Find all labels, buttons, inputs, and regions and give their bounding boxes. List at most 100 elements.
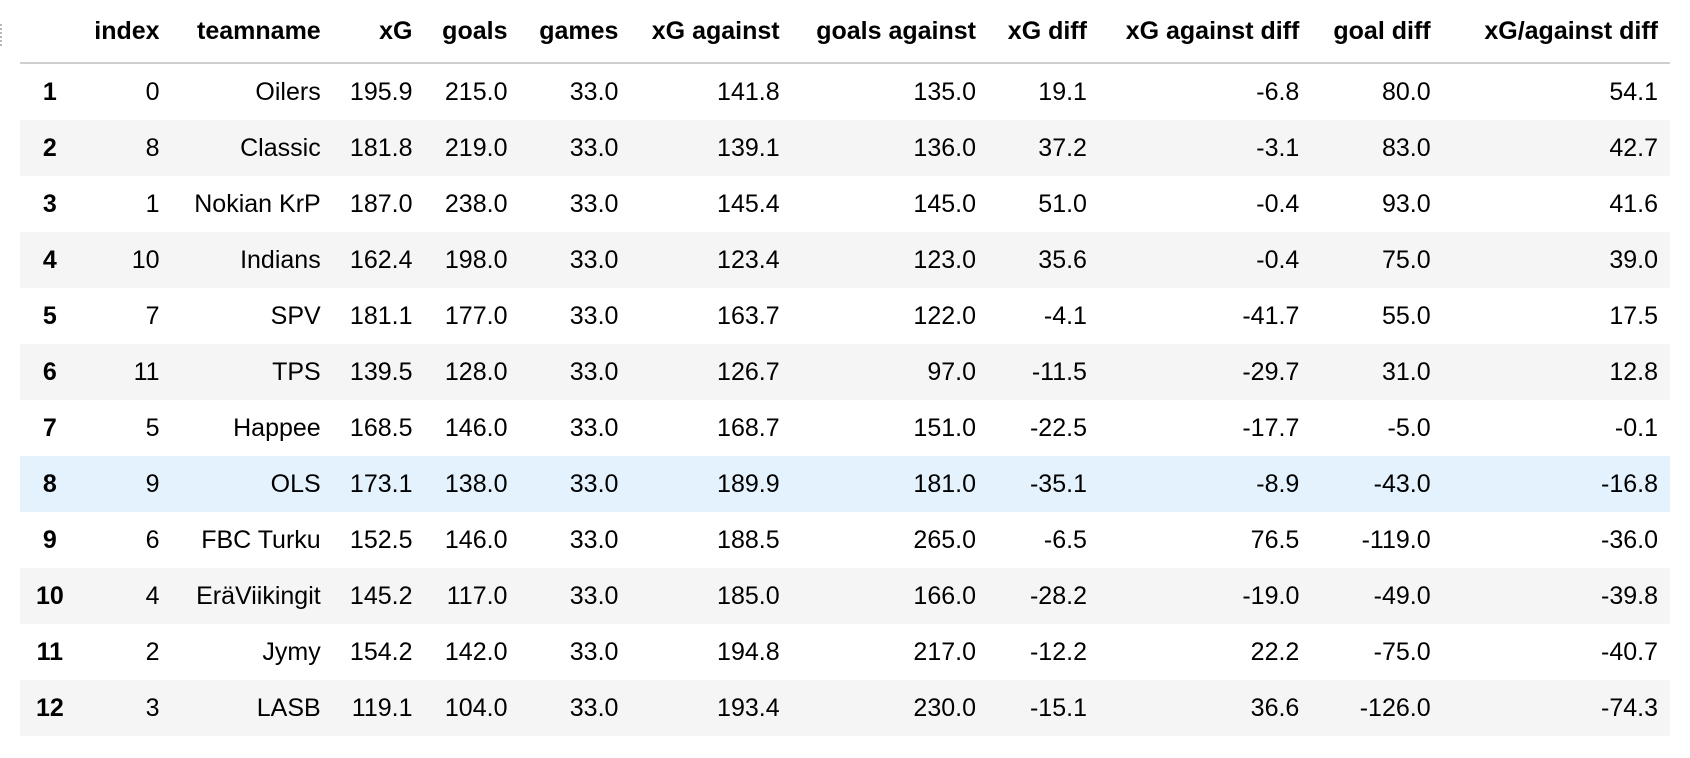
table-row: 1 0 Oilers 195.9 215.0 33.0 141.8 135.0 19.1 -6.8… — [20, 63, 1670, 120]
table-cell: 33.0 — [569, 133, 619, 162]
table-cell: Nokian KrP — [194, 189, 321, 218]
table-cell: 33.0 — [569, 469, 619, 498]
table-cell: 181.0 — [913, 469, 976, 498]
table-cell: FBC Turku — [201, 525, 321, 554]
table-cell: 83.0 — [1381, 133, 1431, 162]
table-row: 9 6 FBC Turku 152.5 146.0 33.0 188.5 265.0 -6.5 7… — [20, 512, 1670, 568]
table-cell: -0.4 — [1256, 189, 1300, 218]
table-cell: 139.1 — [717, 133, 780, 162]
table-cell: -28.2 — [1029, 581, 1087, 610]
row-label-header — [20, 0, 80, 64]
table-cell: 154.2 — [349, 637, 413, 666]
table-cell: -16.8 — [1601, 469, 1658, 498]
table-cell: -39.8 — [1601, 581, 1658, 610]
table-cell: -0.1 — [1614, 413, 1658, 442]
row-label: 3 — [42, 189, 57, 218]
table-cell: 238.0 — [444, 189, 508, 218]
column-header: xG against — [630, 0, 792, 64]
table-cell: 104.0 — [444, 693, 508, 722]
table-cell: 33.0 — [569, 525, 619, 554]
table-cell: -126.0 — [1359, 693, 1431, 722]
row-label: 7 — [42, 413, 57, 442]
table-cell: -35.1 — [1029, 469, 1087, 498]
table-cell: 145.0 — [913, 189, 976, 218]
table-cell: 173.1 — [349, 469, 413, 498]
table-cell: Indians — [240, 245, 321, 274]
table-cell: 193.4 — [717, 693, 780, 722]
table-cell: 168.5 — [349, 413, 413, 442]
row-label: 10 — [35, 581, 64, 610]
table-cell: -12.2 — [1029, 637, 1087, 666]
table-cell: 3 — [145, 693, 160, 722]
table-cell: 177.0 — [444, 301, 508, 330]
table-cell: 33.0 — [569, 189, 619, 218]
table-cell: 123.0 — [913, 245, 976, 274]
table-cell: 151.0 — [913, 413, 976, 442]
table-cell: 19.1 — [1038, 77, 1087, 106]
table-cell: 33.0 — [569, 77, 619, 106]
table-cell: 4 — [145, 581, 160, 610]
table-cell: 93.0 — [1381, 189, 1431, 218]
table-cell: SPV — [270, 301, 321, 330]
table-cell: 181.1 — [349, 301, 413, 330]
table-cell: 0 — [145, 77, 160, 106]
table-cell: LASB — [256, 693, 321, 722]
column-header: goals against — [791, 0, 988, 64]
table-cell: 31.0 — [1381, 357, 1431, 386]
table-cell: Jymy — [262, 637, 321, 666]
table-row: 2 8 Classic 181.8 219.0 33.0 139.1 136.0 37.2 -3.… — [20, 120, 1670, 176]
row-label: 8 — [42, 469, 57, 498]
table-cell: 185.0 — [717, 581, 780, 610]
table-cell: 146.0 — [444, 525, 508, 554]
table-cell: -3.1 — [1256, 133, 1300, 162]
table-cell: 139.5 — [349, 357, 413, 386]
table-cell: 198.0 — [444, 245, 508, 274]
table-cell: 36.6 — [1250, 693, 1300, 722]
table-cell: OLS — [270, 469, 321, 498]
table-cell: 230.0 — [913, 693, 976, 722]
column-header: games — [519, 0, 631, 64]
header-row: index teamname xG goals games xG against goals… — [20, 0, 1670, 64]
table-cell: 51.0 — [1038, 189, 1087, 218]
table-cell: 75.0 — [1381, 245, 1431, 274]
table-cell: -5.0 — [1387, 413, 1431, 442]
dataframe-output: index teamname xG goals games xG against goals… — [20, 0, 1670, 736]
table-cell: 195.9 — [349, 77, 413, 106]
table-cell: -49.0 — [1373, 581, 1431, 610]
table-cell: 5 — [145, 413, 160, 442]
table-cell: 138.0 — [444, 469, 508, 498]
column-header: xG — [332, 0, 425, 64]
table-row: 8 9 OLS 173.1 138.0 33.0 189.9 181.0 -35.1 -8.9 -4… — [20, 456, 1670, 512]
table-cell: 2 — [145, 637, 160, 666]
table-cell: 37.2 — [1038, 133, 1087, 162]
table-cell: 7 — [145, 301, 160, 330]
table-cell: -74.3 — [1601, 693, 1658, 722]
table-cell: 181.8 — [349, 133, 413, 162]
table-row: 5 7 SPV 181.1 177.0 33.0 163.7 122.0 -4.1 -41.7 55… — [20, 288, 1670, 344]
table-cell: 76.5 — [1250, 525, 1300, 554]
table-cell: 33.0 — [569, 693, 619, 722]
table-cell: -11.5 — [1031, 357, 1087, 386]
row-label: 12 — [35, 693, 64, 722]
table-cell: 54.1 — [1609, 77, 1658, 106]
table-cell: -29.7 — [1242, 357, 1300, 386]
table-row: 4 10 Indians 162.4 198.0 33.0 123.4 123.0 35.6 -0… — [20, 232, 1670, 288]
table-cell: -75.0 — [1373, 637, 1431, 666]
column-header: teamname — [171, 0, 333, 64]
table-cell: 55.0 — [1381, 301, 1431, 330]
table-cell: Oilers — [255, 77, 321, 106]
table-cell: -41.7 — [1242, 301, 1300, 330]
table-cell: 145.4 — [717, 189, 780, 218]
table-cell: 146.0 — [444, 413, 508, 442]
resize-handle[interactable] — [0, 24, 6, 46]
column-header: goals — [424, 0, 520, 64]
table-cell: 117.0 — [446, 581, 508, 610]
table-cell: -4.1 — [1043, 301, 1087, 330]
table-cell: 33.0 — [569, 413, 619, 442]
table-cell: 136.0 — [913, 133, 976, 162]
table-cell: 265.0 — [913, 525, 976, 554]
table-cell: 194.8 — [717, 637, 780, 666]
table-cell: -40.7 — [1601, 637, 1658, 666]
table-cell: 142.0 — [444, 637, 508, 666]
table-cell: -17.7 — [1242, 413, 1300, 442]
